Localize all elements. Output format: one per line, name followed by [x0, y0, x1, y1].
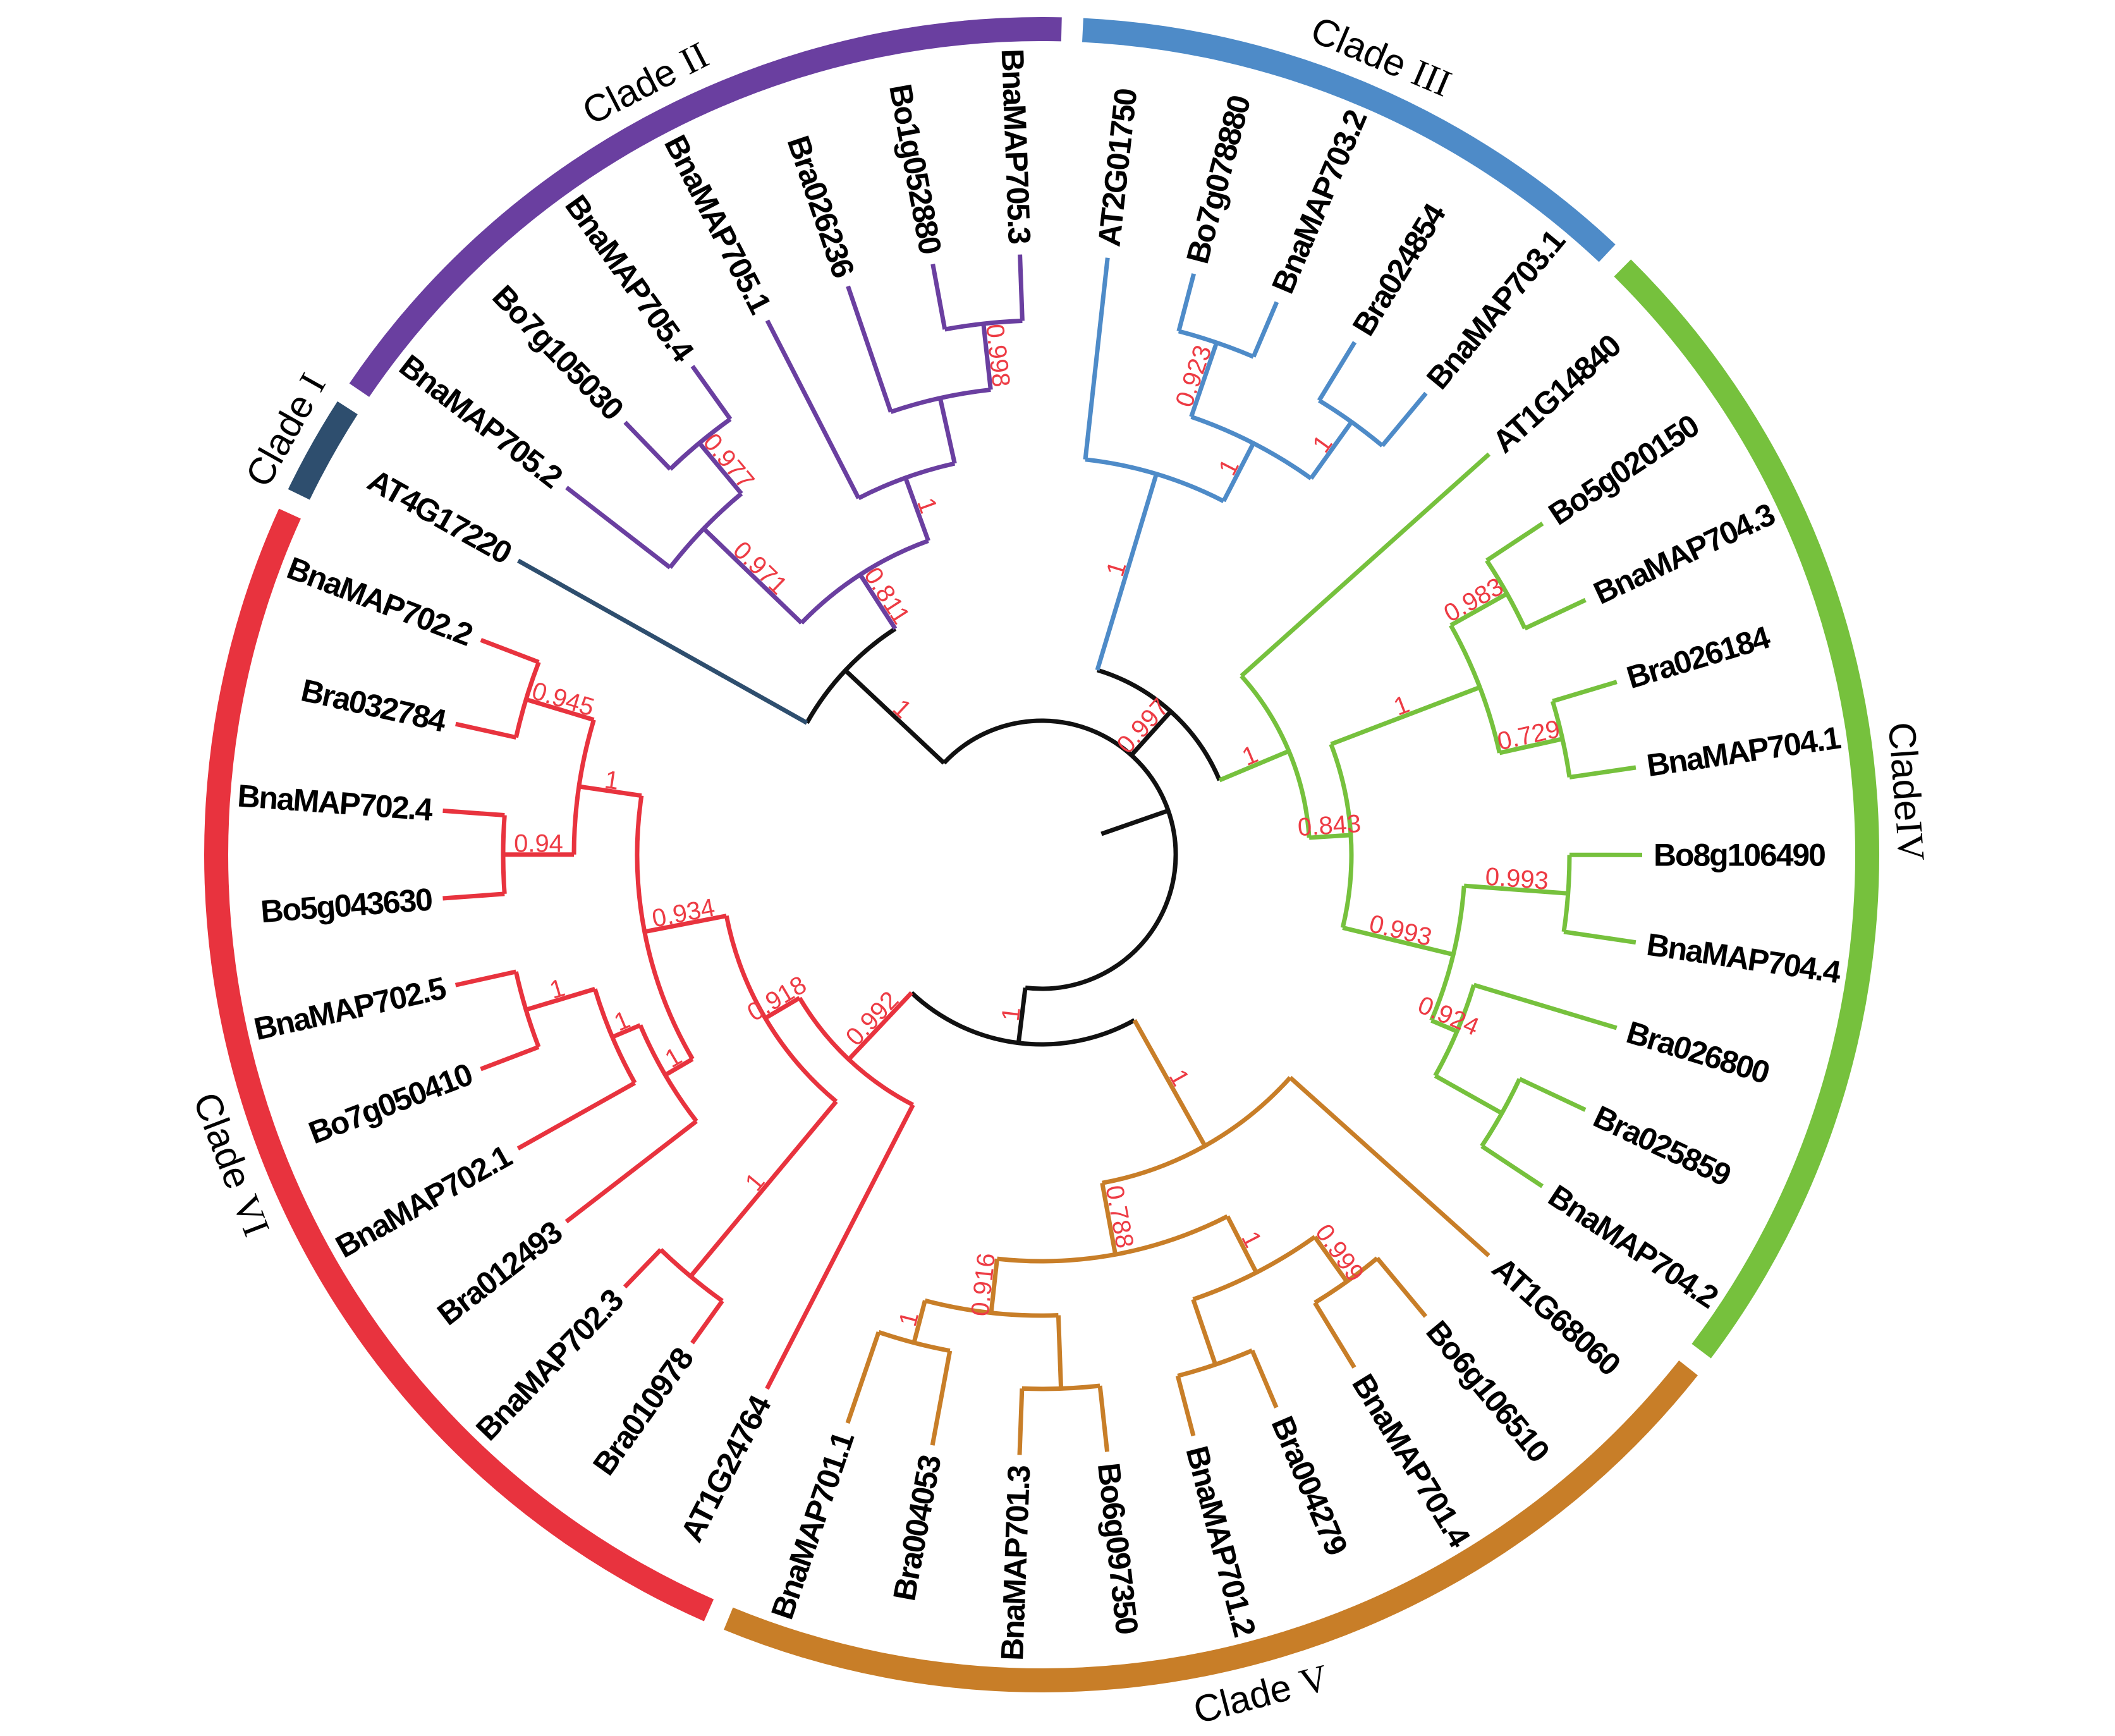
svg-text:Bo8g106490: Bo8g106490 — [1654, 837, 1825, 872]
svg-text:0.94: 0.94 — [514, 830, 563, 858]
svg-text:BnaMAP705.3: BnaMAP705.3 — [995, 48, 1037, 244]
svg-text:1: 1 — [997, 1005, 1026, 1022]
svg-text:BnaMAP701.3: BnaMAP701.3 — [994, 1465, 1037, 1661]
svg-text:0.993: 0.993 — [1484, 863, 1549, 895]
svg-text:0.998: 0.998 — [980, 322, 1015, 388]
svg-text:0.916: 0.916 — [966, 1252, 1001, 1317]
svg-text:0.843: 0.843 — [1297, 810, 1362, 841]
